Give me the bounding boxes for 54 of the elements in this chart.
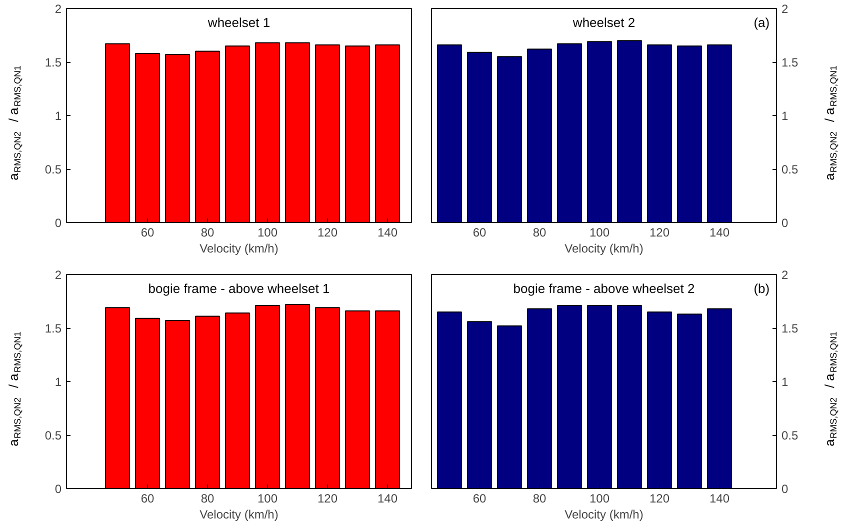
y-tick-label: 0 (782, 216, 788, 230)
y-tick-label: 0.5 (782, 162, 799, 176)
y-tick-label: 1.5 (44, 322, 62, 336)
x-tick-label: 60 (140, 492, 154, 506)
x-tick-label: 140 (377, 226, 398, 240)
y-axis-title: aRMS,QN2 / aRMS,QN1 (6, 65, 22, 180)
y-axis-title: aRMS,QN2 / aRMS,QN1 (822, 65, 838, 180)
y-tick-label: 2 (782, 2, 788, 16)
annotation: (b) (754, 280, 770, 296)
y-tick-label: 1.5 (782, 56, 799, 70)
y-tick-label: 0 (54, 216, 62, 230)
x-tick-label: 60 (472, 492, 486, 506)
y-tick-label: 1.5 (782, 322, 799, 336)
x-tick-label: 140 (377, 492, 398, 506)
y-tick-label: 0.5 (44, 162, 62, 176)
y-tick-label: 2 (54, 2, 62, 16)
x-tick-label: 60 (140, 226, 154, 240)
x-tick-label: 120 (317, 492, 338, 506)
x-axis-title: Velocity (km/h) (564, 242, 644, 256)
text: wheelset 2 (572, 14, 636, 30)
text: bogie frame - above wheelset 2 (513, 280, 695, 296)
y-tick-label: 0.5 (782, 428, 799, 442)
y-tick-label: 1 (54, 375, 62, 389)
text: bogie frame - above wheelset 1 (148, 280, 330, 296)
y-tick-label: 1 (54, 109, 62, 123)
x-tick-label: 140 (709, 492, 730, 506)
x-axis-title: Velocity (km/h) (564, 508, 644, 522)
annotation: (a) (754, 14, 770, 30)
x-axis-title: Velocity (km/h) (200, 242, 278, 256)
x-tick-label: 120 (649, 492, 670, 506)
y-tick-label: 2 (54, 268, 62, 282)
y-tick-label: 0.5 (44, 428, 62, 442)
y-tick-label: 1 (782, 375, 788, 389)
x-tick-label: 100 (257, 226, 278, 240)
y-tick-label: 2 (782, 268, 788, 282)
y-tick-label: 1 (782, 109, 788, 123)
x-tick-label: 100 (257, 492, 278, 506)
x-tick-label: 140 (709, 226, 730, 240)
x-tick-label: 80 (532, 492, 546, 506)
x-tick-label: 120 (317, 226, 338, 240)
x-tick-label: 100 (589, 226, 610, 240)
y-tick-label: 0 (782, 482, 788, 496)
x-tick-label: 120 (649, 226, 670, 240)
x-axis-title: Velocity (km/h) (200, 508, 278, 522)
x-tick-label: 80 (200, 492, 214, 506)
x-tick-label: 60 (472, 226, 486, 240)
x-tick-label: 80 (532, 226, 546, 240)
y-axis-title: aRMS,QN2 / aRMS,QN1 (6, 331, 22, 446)
y-axis-title: aRMS,QN2 / aRMS,QN1 (822, 331, 838, 446)
y-tick-label: 1.5 (44, 56, 62, 70)
x-tick-label: 100 (589, 492, 610, 506)
x-tick-label: 80 (200, 226, 214, 240)
text: wheelset 1 (206, 14, 270, 30)
y-tick-label: 0 (54, 482, 62, 496)
